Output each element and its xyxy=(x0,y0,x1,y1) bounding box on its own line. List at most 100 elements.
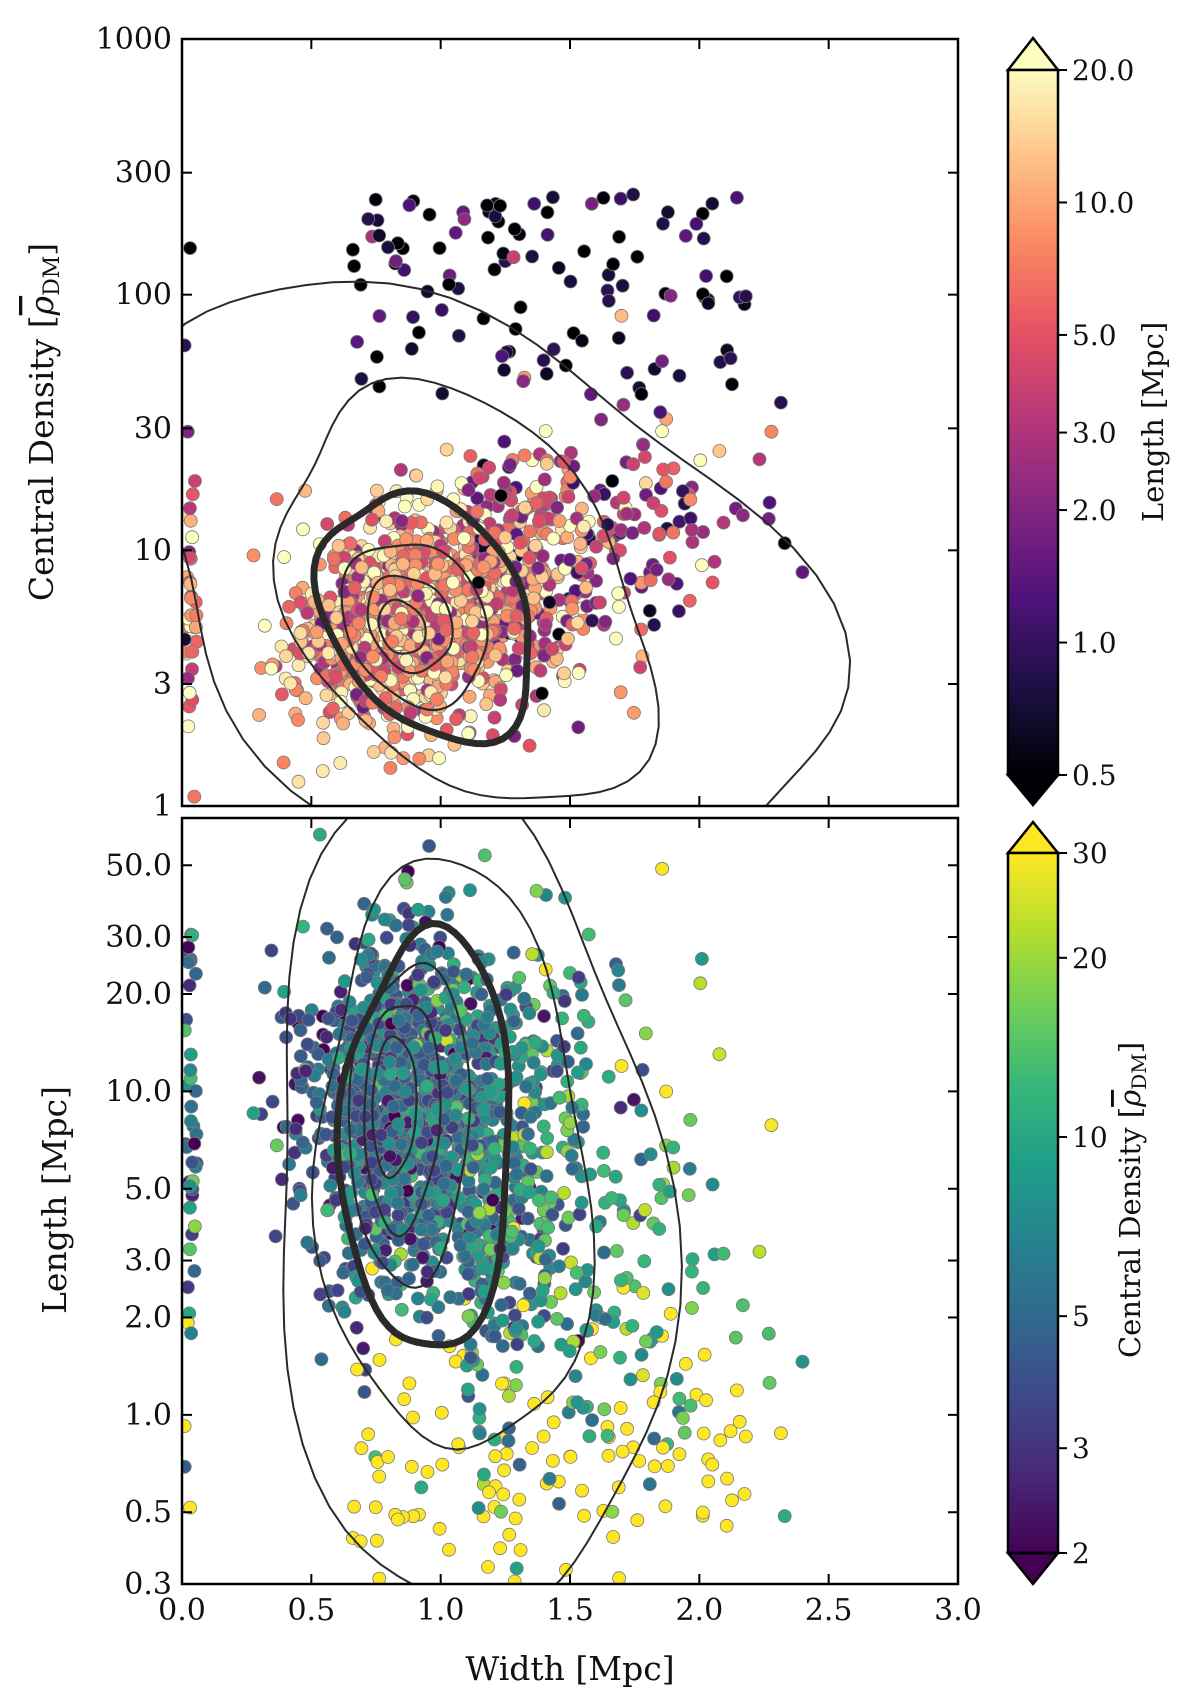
top-point xyxy=(457,212,472,227)
top-point xyxy=(538,424,553,439)
bottom-point xyxy=(696,1281,710,1295)
top-point xyxy=(577,244,591,259)
bottom-point xyxy=(309,1095,324,1110)
bottom-point xyxy=(642,1477,657,1492)
bottom-point xyxy=(541,1220,555,1235)
bottom-colorbar-tick-label: 5 xyxy=(1072,1300,1090,1333)
bottom-point xyxy=(682,1161,697,1176)
bottom-colorbar-tick-label: 10 xyxy=(1072,1121,1108,1154)
top-point xyxy=(614,523,628,537)
bottom-point xyxy=(472,1205,487,1220)
top-point xyxy=(647,618,661,632)
bottom-point xyxy=(499,1446,514,1461)
bottom-y-tick-label: 10.0 xyxy=(105,1074,172,1109)
top-point xyxy=(513,535,528,550)
bottom-y-axis: 0.3 0.5 1.0 2.0 3.0 5.0 10.0 20.0 30.0 50.0 xyxy=(105,848,958,1602)
bottom-colorbar-extend-min xyxy=(1005,1551,1061,1586)
bottom-point xyxy=(512,1277,527,1291)
bottom-point xyxy=(528,1035,543,1050)
bottom-point xyxy=(549,1064,564,1078)
top-point xyxy=(522,738,537,753)
bottom-y-tick-label: 0.5 xyxy=(124,1495,172,1530)
bottom-point xyxy=(495,1376,509,1391)
bottom-point xyxy=(472,1402,487,1416)
top-point xyxy=(570,615,585,630)
bottom-point xyxy=(534,1067,548,1082)
top-point xyxy=(383,761,398,775)
bottom-colorbar-extend-max xyxy=(1005,820,1061,855)
top-colorbar-label: Length [Mpc] xyxy=(1136,322,1170,522)
bottom-point xyxy=(185,928,200,943)
top-point xyxy=(379,514,394,529)
bottom-point xyxy=(600,1428,615,1443)
bottom-point xyxy=(553,1286,568,1301)
top-point xyxy=(189,608,204,623)
bottom-point xyxy=(659,1084,674,1099)
top-y-tick-label: 300 xyxy=(115,156,172,191)
bottom-point xyxy=(685,1264,699,1279)
bottom-point xyxy=(321,1011,336,1026)
top-point xyxy=(661,572,676,587)
bottom-point xyxy=(542,1471,557,1486)
bottom-point xyxy=(492,1105,507,1119)
bottom-point xyxy=(182,955,196,970)
bottom-point xyxy=(330,1283,345,1298)
bottom-point xyxy=(511,1201,526,1216)
bottom-point xyxy=(573,1040,588,1055)
bottom-point xyxy=(652,1177,667,1192)
top-point xyxy=(365,512,380,527)
top-point xyxy=(439,622,453,637)
top-point xyxy=(536,353,551,368)
bottom-point xyxy=(344,1013,359,1028)
bottom-point xyxy=(697,1347,712,1362)
top-x-axis xyxy=(181,39,959,806)
bottom-point xyxy=(451,1437,466,1452)
top-point xyxy=(325,701,340,716)
bottom-contour-line xyxy=(347,961,472,1289)
bottom-point xyxy=(182,940,196,955)
bottom-point xyxy=(440,1085,455,1100)
top-point xyxy=(499,668,514,683)
top-colorbar-extend-max xyxy=(1005,35,1061,72)
bottom-point xyxy=(406,1410,420,1425)
bottom-point xyxy=(656,1440,670,1455)
top-point xyxy=(482,460,497,475)
bottom-point xyxy=(639,1334,653,1349)
top-point xyxy=(752,452,767,467)
top-point xyxy=(542,595,557,610)
bottom-point xyxy=(183,1500,198,1515)
bottom-point xyxy=(431,1300,446,1315)
bottom-point xyxy=(705,1457,720,1472)
bottom-point xyxy=(570,1395,585,1410)
top-point xyxy=(511,641,526,656)
bottom-point xyxy=(672,1447,687,1462)
top-y-tick-label: 100 xyxy=(115,278,172,313)
bottom-point xyxy=(429,1123,444,1138)
bottom-point xyxy=(540,1131,555,1145)
top-point xyxy=(187,474,202,488)
top-point xyxy=(693,453,708,468)
top-point xyxy=(429,692,444,707)
bottom-y-tick-label: 1.0 xyxy=(124,1398,172,1433)
top-point xyxy=(354,560,369,575)
bottom-point xyxy=(683,1113,698,1127)
bottom-point xyxy=(612,978,626,992)
bottom-point xyxy=(752,1244,767,1259)
bottom-point xyxy=(390,1512,405,1527)
bottom-point xyxy=(618,993,633,1008)
bottom-point xyxy=(699,1393,713,1408)
bottom-point xyxy=(435,1457,450,1472)
bottom-point xyxy=(274,1172,289,1187)
bottom-y-tick-label: 20.0 xyxy=(105,977,172,1012)
top-point xyxy=(596,190,611,205)
bottom-point xyxy=(442,1542,456,1557)
top-point xyxy=(439,442,454,457)
top-point xyxy=(496,475,511,490)
bottom-point xyxy=(663,1184,677,1199)
top-point xyxy=(589,539,604,554)
bottom-point xyxy=(593,1345,608,1359)
top-point xyxy=(593,595,607,610)
bottom-point xyxy=(349,1320,364,1335)
bottom-point xyxy=(401,918,416,932)
top-point xyxy=(707,554,722,569)
